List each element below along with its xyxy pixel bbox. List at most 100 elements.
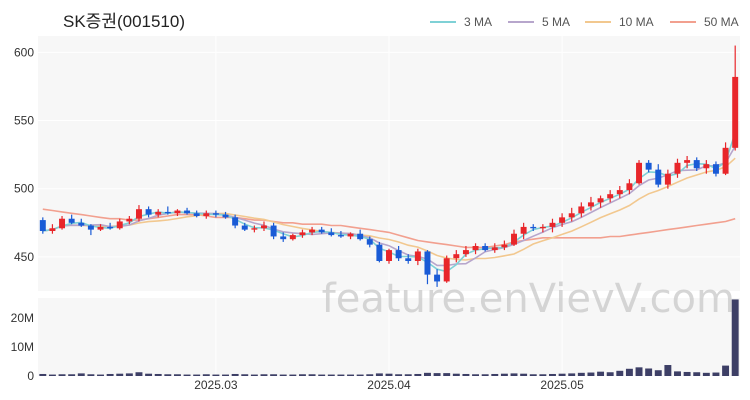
candle-body (655, 169, 662, 185)
volume-bar (289, 374, 297, 376)
candle (626, 179, 633, 195)
candle (645, 160, 652, 173)
volume-bar (366, 374, 374, 376)
candle-body (87, 225, 94, 230)
legend-label: 10 MA (619, 15, 654, 29)
candle-body (491, 247, 498, 251)
candle (280, 232, 287, 242)
candle-body (530, 226, 537, 229)
candle-body (337, 235, 344, 237)
candle-body (280, 236, 287, 240)
candle (443, 255, 450, 283)
chart-title: SK증권(001510) (63, 12, 185, 31)
volume-bar (77, 373, 85, 376)
candle (318, 226, 325, 234)
candle (270, 222, 277, 240)
candle-body (39, 220, 46, 231)
volume-bar (395, 374, 403, 376)
candle-body (443, 258, 450, 282)
volume-bar (173, 374, 181, 376)
candle (203, 210, 210, 219)
volume-bar (616, 370, 624, 376)
candle (587, 196, 594, 211)
candle-body (684, 160, 691, 163)
volume-bars (39, 299, 739, 376)
x-ticks: 2025.03 2025.04 2025.05 (194, 378, 584, 392)
legend-item: 5 MA (508, 15, 570, 29)
candle (664, 169, 671, 189)
candle-body (59, 218, 66, 229)
legend-item: 3 MA (430, 15, 492, 29)
volume-bar (116, 373, 124, 376)
volume-bar (443, 373, 451, 376)
candle (712, 161, 719, 177)
volume-bar (529, 374, 537, 376)
candle-body (68, 218, 75, 223)
volume-bar (731, 299, 739, 376)
candle (568, 207, 575, 222)
candle (222, 211, 229, 219)
candle-body (222, 214, 229, 218)
volume-bar (712, 372, 720, 376)
candle (107, 222, 114, 230)
volume-bar (654, 370, 662, 376)
volume-bar (472, 374, 480, 376)
candle-body (126, 218, 133, 222)
volume-bar (539, 374, 547, 376)
candle (434, 269, 441, 287)
price-tick-label: 600 (14, 45, 34, 59)
candle-body (241, 225, 248, 230)
candle (59, 216, 66, 230)
candle-body (232, 217, 239, 226)
volume-bar (250, 374, 258, 376)
candle (501, 240, 508, 251)
candle-body (472, 246, 479, 251)
volume-bar (375, 373, 383, 376)
candle-body (645, 162, 652, 170)
ma50-line (42, 208, 736, 249)
candle (597, 195, 604, 208)
candle-body (424, 251, 431, 275)
volume-bar (260, 374, 268, 376)
candle (347, 232, 354, 240)
candle (39, 217, 46, 234)
ma10-line (42, 157, 736, 261)
volume-bar (347, 374, 354, 376)
volume-bar (212, 374, 220, 376)
candle-body (578, 206, 585, 214)
candle-body (559, 217, 566, 223)
candle (453, 250, 460, 263)
date-tick-label: 2025.04 (367, 378, 411, 392)
volume-bar (520, 373, 528, 376)
volume-bar (664, 365, 672, 376)
volume-bar (577, 372, 585, 376)
candle (184, 207, 191, 215)
candle-body (674, 162, 681, 174)
candle (414, 248, 421, 266)
legend: 3 MA 5 MA 10 MA 50 MA (430, 15, 739, 29)
volume-bar (462, 373, 470, 376)
candle (251, 225, 258, 233)
candlesticks (39, 45, 739, 287)
candle (366, 236, 373, 248)
candle (607, 190, 614, 203)
price-tick-label: 500 (14, 182, 34, 196)
legend-label: 50 MA (704, 15, 739, 29)
candle-body (116, 221, 123, 229)
legend-item: 50 MA (670, 15, 739, 29)
candle-body (366, 239, 373, 245)
candle (241, 222, 248, 231)
volume-bar (558, 373, 566, 376)
candle (357, 229, 364, 241)
price-y-ticks: 450 500 550 600 (14, 45, 34, 264)
date-tick-label: 2025.05 (540, 378, 584, 392)
candle (232, 214, 239, 229)
candle (87, 224, 94, 236)
volume-bar (154, 373, 162, 376)
volume-bar (722, 365, 730, 376)
candle-body (174, 210, 181, 214)
candle (424, 250, 431, 285)
legend-label: 5 MA (542, 15, 570, 29)
volume-bar (645, 368, 653, 376)
